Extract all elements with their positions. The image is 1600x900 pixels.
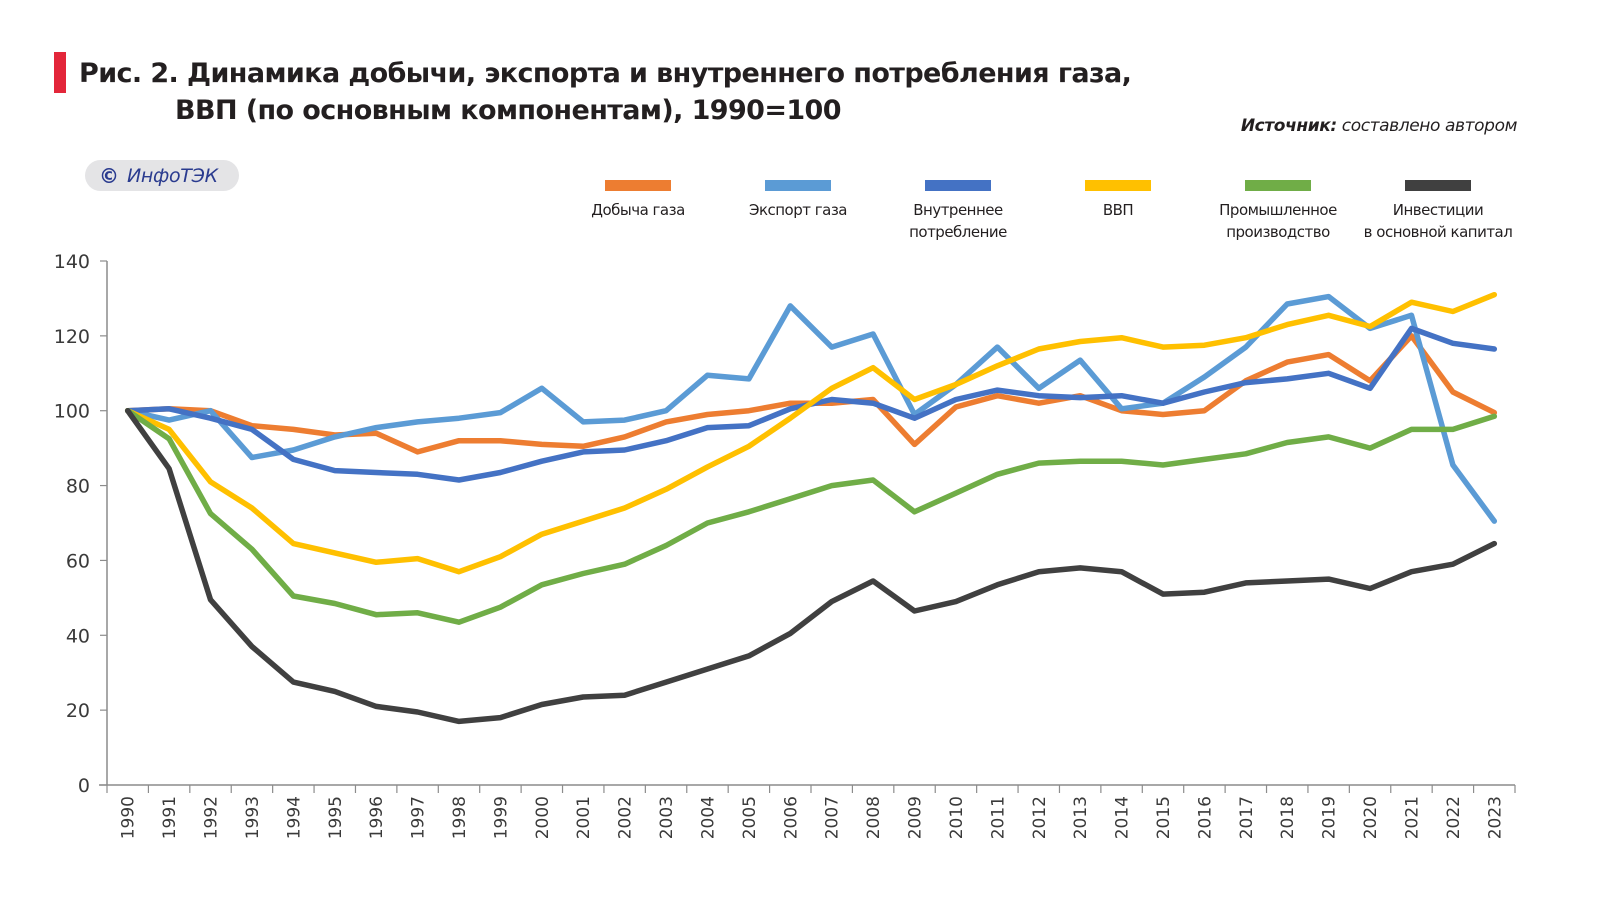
x-tick-label: 2012 [1030,796,1050,839]
series-line-0 [124,333,1498,455]
x-tick-label: 2023 [1485,796,1505,839]
legend-label: Промышленное [1219,201,1337,219]
x-tick-label: 2020 [1361,796,1381,839]
legend-item: ВВП [1038,180,1198,221]
x-tick-label: 1999 [491,796,511,839]
axes: 0 20 40 60 80 100 120 140 1990 1991 1992 1993 1994 19… [54,251,1516,839]
source-note: Источник: составлено автором [1240,116,1518,136]
x-tick-label: 2007 [823,796,843,839]
chart-title-line2: ВВП (по основным компонентам), 1990=100 [175,95,842,126]
x-tick-label: 1994 [284,796,304,839]
chart-title: Рис. 2. Динамика добычи, экспорта и внут… [79,55,1132,129]
x-tick-label: 1993 [243,796,263,839]
x-tick-label: 2009 [906,796,926,839]
title-accent-bar [54,52,66,93]
x-tick-label: 2016 [1195,796,1215,839]
x-tick-label: 2004 [698,796,718,839]
legend-item: Добыча газа [558,180,718,221]
legend-swatch [1085,180,1151,191]
x-tick-label: 1997 [409,796,429,839]
series-line-3 [124,291,1498,575]
x-tick-label: 2002 [616,796,636,839]
source-label: Источник: [1240,116,1337,136]
chart-title-line1: Рис. 2. Динамика добычи, экспорта и внут… [79,58,1132,89]
legend-swatch [765,180,831,191]
x-tick-label: 2022 [1444,796,1464,839]
y-tick-label: 120 [54,326,90,348]
x-tick-label: 1990 [119,796,139,839]
x-tick-label: 2021 [1402,796,1422,839]
legend-label-line2: производство [1226,223,1330,241]
legend-item: Экспорт газа [718,180,878,221]
legend-swatch [925,180,991,191]
x-tick-label: 1998 [450,796,470,839]
x-tick-label: 2001 [574,796,594,839]
infotek-logo: © ИнфоТЭК [85,160,239,191]
legend-item: Промышленное производство [1198,180,1358,243]
y-tick-label: 40 [66,625,90,647]
series-line-4 [124,407,1498,625]
series-line-1 [124,293,1498,524]
x-tick-label: 2017 [1237,796,1257,839]
x-tick-label: 2005 [740,796,760,839]
x-tick-label: 2000 [533,796,553,839]
legend-item: Внутреннее потребление [878,180,1038,243]
x-tick-label: 1991 [160,796,180,839]
x-tick-label: 2006 [781,796,801,839]
logo-text: ИнфоТЭК [127,164,218,187]
legend-label: ВВП [1102,201,1134,219]
y-tick-label: 20 [66,700,90,722]
x-tick-label: 2008 [864,796,884,839]
legend-label: Добыча газа [591,201,685,219]
x-tick-label: 2013 [1071,796,1091,839]
y-tick-label: 140 [54,251,90,273]
legend-swatch [1245,180,1311,191]
y-tick-label: 80 [66,476,90,498]
y-tick-label: 0 [78,775,90,797]
x-tick-label: 2019 [1320,796,1340,839]
x-tick-label: 2010 [947,796,967,839]
y-tick-label: 100 [54,401,90,423]
x-tick-label: 2003 [657,796,677,839]
x-tick-label: 2011 [988,796,1008,839]
series-lines [124,291,1498,725]
x-tick-label: 2015 [1154,796,1174,839]
legend-label: Инвестиции [1392,201,1484,219]
x-tick-label: 2014 [1113,796,1133,839]
series-line-5 [124,407,1498,725]
x-tick-label: 1995 [326,796,346,839]
y-tick-label: 60 [66,550,90,572]
source-text: составлено автором [1336,116,1518,136]
legend-label: Экспорт газа [748,201,848,219]
x-tick-label: 1992 [202,796,222,839]
legend-label-line2: потребление [909,223,1007,241]
x-tick-label: 1996 [367,796,387,839]
legend-label-line2: в основной капитал [1363,223,1513,241]
legend-item: Инвестиции в основной капитал [1358,180,1518,243]
legend-swatch [1405,180,1471,191]
legend-swatch [605,180,671,191]
legend-label: Внутреннее [913,201,1003,219]
x-tick-label: 2018 [1278,796,1298,839]
copyright-icon: © [99,163,119,188]
